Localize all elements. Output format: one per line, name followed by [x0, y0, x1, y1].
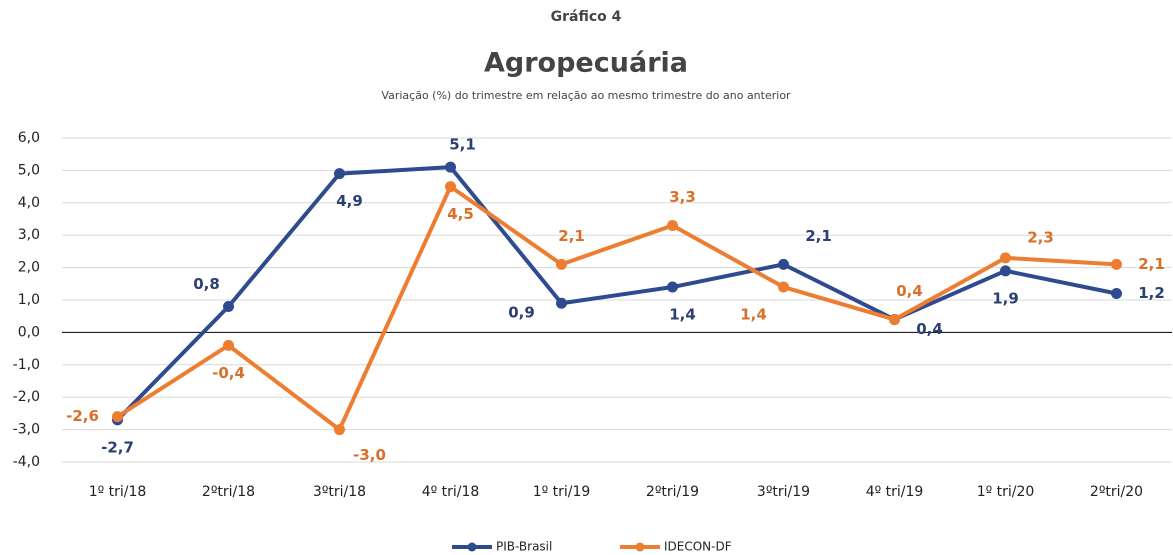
point	[1000, 265, 1011, 277]
x-tick-label: 2ºtri/18	[202, 484, 255, 500]
point	[778, 258, 789, 270]
y-tick-label: 2,0	[18, 260, 40, 276]
point	[334, 168, 345, 180]
data-label: -2,7	[101, 438, 134, 456]
data-label: 0,8	[193, 275, 220, 293]
y-tick-label: 6,0	[18, 130, 40, 146]
data-label: 2,1	[805, 227, 832, 245]
data-label: 0,9	[508, 304, 535, 322]
data-label: 1,2	[1138, 284, 1165, 302]
legend-label: PIB-Brasil	[496, 540, 552, 554]
series-line	[116, 165, 1117, 422]
y-tick-label: 1,0	[18, 292, 40, 308]
point	[445, 161, 456, 173]
series-line	[116, 184, 1117, 432]
data-label: 4,9	[336, 192, 363, 210]
point	[1111, 288, 1122, 300]
legend-marker	[635, 542, 645, 552]
data-label: 4,5	[447, 205, 474, 223]
data-label: 2,1	[558, 227, 585, 245]
chart-title: Agropecuária	[484, 48, 688, 79]
x-tick-label: 4º tri/19	[866, 484, 924, 500]
point	[556, 297, 567, 309]
point	[223, 339, 234, 351]
point	[1111, 258, 1122, 270]
data-label: -3,0	[353, 446, 386, 464]
data-label: 5,1	[449, 136, 476, 154]
data-label: 2,1	[1138, 255, 1165, 273]
data-label: 1,4	[669, 306, 696, 324]
point	[667, 281, 678, 293]
point	[112, 411, 123, 423]
x-tick-label: 1º tri/19	[533, 484, 591, 500]
data-label: 0,4	[896, 282, 923, 300]
y-tick-label: 5,0	[18, 162, 40, 178]
data-label: 0,4	[916, 320, 943, 338]
data-label: 1,4	[740, 306, 767, 324]
point	[1000, 252, 1011, 264]
legend-marker	[467, 542, 477, 552]
x-tick-label: 1º tri/20	[977, 484, 1035, 500]
data-label: 3,3	[669, 188, 696, 206]
y-tick-label: 4,0	[18, 195, 40, 211]
x-tick-label: 3ºtri/18	[313, 484, 366, 500]
chart-subtitle: Variação (%) do trimestre em relação ao …	[381, 89, 791, 102]
y-tick-label: -4,0	[13, 454, 40, 470]
data-label: -2,6	[66, 407, 99, 425]
data-label: -0,4	[212, 364, 245, 382]
legend-label: IDECON-DF	[664, 540, 732, 554]
data-label: 1,9	[992, 289, 1019, 307]
y-tick-label: 3,0	[18, 227, 40, 243]
point	[778, 281, 789, 293]
x-tick-label: 4º tri/18	[422, 484, 480, 500]
x-tick-label: 2ºtri/19	[646, 484, 699, 500]
point	[667, 219, 678, 231]
point	[445, 181, 456, 193]
chart-pretitle: Gráfico 4	[551, 9, 622, 25]
x-tick-label: 2ºtri/20	[1090, 484, 1143, 500]
y-tick-label: 0,0	[18, 324, 40, 340]
point	[556, 258, 567, 270]
point	[334, 424, 345, 436]
x-tick-label: 1º tri/18	[89, 484, 147, 500]
y-tick-label: -1,0	[13, 357, 40, 373]
point	[889, 313, 900, 325]
data-label: 2,3	[1027, 228, 1054, 246]
y-tick-label: -3,0	[13, 422, 40, 438]
point	[223, 300, 234, 312]
y-tick-label: -2,0	[13, 389, 40, 405]
x-tick-label: 3ºtri/19	[757, 484, 810, 500]
